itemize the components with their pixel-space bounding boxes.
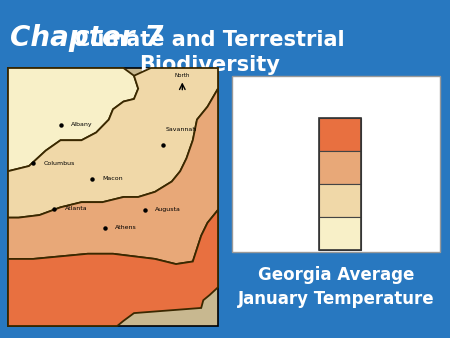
Text: Above  10: Above 10 — [368, 129, 420, 140]
Text: Below 6: Below 6 — [374, 228, 415, 239]
Text: 8 to  10: 8 to 10 — [374, 163, 414, 172]
Text: Degrees
Celsius: Degrees Celsius — [373, 86, 416, 107]
Text: North: North — [175, 73, 190, 78]
Text: Albany: Albany — [71, 122, 92, 127]
Bar — [320, 118, 361, 151]
Bar — [320, 118, 361, 250]
Text: Savannah: Savannah — [165, 127, 197, 132]
Bar — [320, 184, 361, 217]
Text: Atlanta: Atlanta — [64, 206, 87, 211]
Polygon shape — [8, 210, 218, 326]
Text: Athens: Athens — [115, 225, 137, 231]
Text: Chapter 7: Chapter 7 — [10, 24, 163, 52]
Polygon shape — [8, 89, 218, 264]
Text: 6 to 8: 6 to 8 — [379, 195, 410, 206]
Bar — [8, 68, 218, 326]
Text: Augusta: Augusta — [155, 208, 181, 212]
Text: Columbus: Columbus — [44, 161, 75, 166]
Bar — [320, 151, 361, 184]
Text: Georgia Average
January Temperature: Georgia Average January Temperature — [238, 266, 434, 308]
Text: 42 to 46: 42 to 46 — [256, 195, 300, 206]
Bar — [232, 76, 440, 252]
Text: Macon: Macon — [102, 176, 123, 182]
Polygon shape — [8, 68, 138, 171]
Text: Climate and Terrestrial
Biodiversity: Climate and Terrestrial Biodiversity — [75, 30, 345, 75]
Text: Below 42: Below 42 — [254, 228, 302, 239]
Text: 46 to 50: 46 to 50 — [256, 163, 299, 172]
Bar — [320, 217, 361, 250]
Polygon shape — [8, 68, 218, 218]
Text: Degrees
Fahrenheit: Degrees Fahrenheit — [250, 86, 305, 107]
Text: Above 50: Above 50 — [253, 129, 302, 140]
